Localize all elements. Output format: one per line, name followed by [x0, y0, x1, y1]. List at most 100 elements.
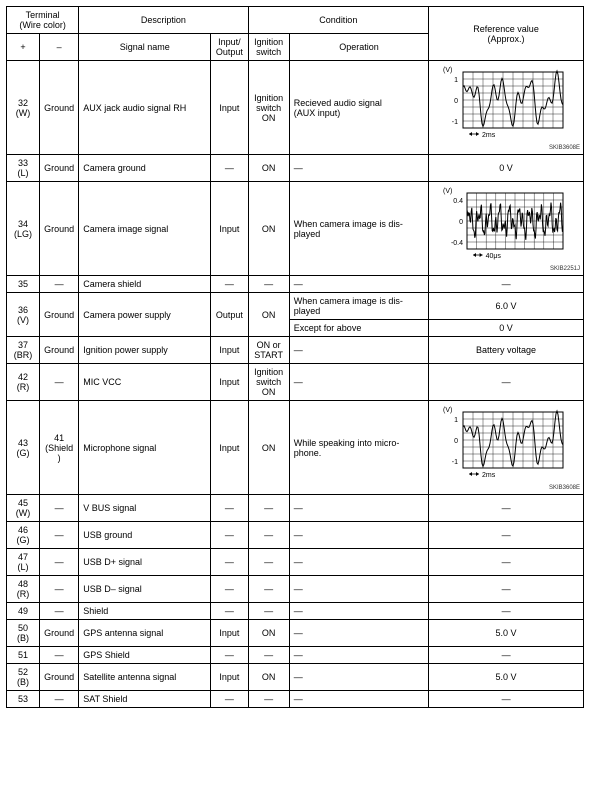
cell-io: — [211, 603, 248, 620]
cell-ignition: — [248, 647, 289, 664]
cell-signal-name: Camera ground [79, 155, 211, 182]
cell-reference: (V) 1 0 -1 2ms SKIB3608E [429, 61, 584, 155]
cell-io: — [211, 155, 248, 182]
svg-text:0: 0 [454, 98, 458, 105]
cell-terminal-minus: Ground [40, 155, 79, 182]
cell-operation: — [289, 691, 428, 708]
cell-terminal-plus: 51 [7, 647, 40, 664]
cell-io: Input [211, 401, 248, 495]
cell-terminal-plus: 33(L) [7, 155, 40, 182]
svg-text:(V): (V) [443, 67, 452, 74]
cell-terminal-minus: — [40, 364, 79, 401]
cell-operation: Recieved audio signal(AUX input) [289, 61, 428, 155]
cell-signal-name: GPS antenna signal [79, 620, 211, 647]
cell-terminal-minus: — [40, 576, 79, 603]
cell-signal-name: Microphone signal [79, 401, 211, 495]
cell-terminal-minus: — [40, 549, 79, 576]
svg-text:-0.4: -0.4 [451, 240, 463, 247]
cell-operation: — [289, 603, 428, 620]
cell-terminal-minus: Ground [40, 620, 79, 647]
cell-terminal-plus: 46(G) [7, 522, 40, 549]
cell-io: Input [211, 182, 248, 276]
cell-operation: Except for above [289, 320, 428, 337]
cell-operation: — [289, 495, 428, 522]
table-row: 52(B)GroundSatellite antenna signalInput… [7, 664, 584, 691]
cell-terminal-minus: Ground [40, 337, 79, 364]
table-row: 48(R)—USB D– signal———— [7, 576, 584, 603]
cell-terminal-plus: 43(G) [7, 401, 40, 495]
cell-terminal-plus: 52(B) [7, 664, 40, 691]
cell-signal-name: Shield [79, 603, 211, 620]
cell-operation: — [289, 155, 428, 182]
cell-io: — [211, 522, 248, 549]
cell-reference: (V) 0.4 0 -0.4 40μs SKIB2251J [429, 182, 584, 276]
cell-terminal-plus: 35 [7, 276, 40, 293]
header-reference: Reference value(Approx.) [429, 7, 584, 61]
table-row: 45(W)—V BUS signal———— [7, 495, 584, 522]
svg-text:2ms: 2ms [482, 132, 496, 139]
cell-io: Input [211, 61, 248, 155]
cell-io: — [211, 549, 248, 576]
table-row: 51—GPS Shield———— [7, 647, 584, 664]
table-row: 32(W)GroundAUX jack audio signal RHInput… [7, 61, 584, 155]
cell-ignition: IgnitionswitchON [248, 61, 289, 155]
cell-terminal-plus: 47(L) [7, 549, 40, 576]
cell-reference: 5.0 V [429, 620, 584, 647]
cell-operation: — [289, 664, 428, 691]
cell-ignition: IgnitionswitchON [248, 364, 289, 401]
cell-io: Input [211, 337, 248, 364]
cell-terminal-minus: — [40, 603, 79, 620]
table-body: 32(W)GroundAUX jack audio signal RHInput… [7, 61, 584, 708]
cell-operation: When camera image is dis-played [289, 293, 428, 320]
cell-signal-name: V BUS signal [79, 495, 211, 522]
cell-signal-name: Camera image signal [79, 182, 211, 276]
cell-terminal-plus: 49 [7, 603, 40, 620]
cell-ignition: ON [248, 155, 289, 182]
cell-operation: — [289, 549, 428, 576]
table-row: 53—SAT Shield———— [7, 691, 584, 708]
cell-terminal-minus: — [40, 691, 79, 708]
cell-io: — [211, 647, 248, 664]
table-row: 33(L)GroundCamera ground—ON—0 V [7, 155, 584, 182]
cell-signal-name: GPS Shield [79, 647, 211, 664]
cell-operation: — [289, 620, 428, 647]
cell-reference: 6.0 V [429, 293, 584, 320]
cell-terminal-minus: Ground [40, 61, 79, 155]
cell-operation: When camera image is dis-played [289, 182, 428, 276]
header-operation: Operation [289, 34, 428, 61]
header-plus: + [7, 34, 40, 61]
cell-signal-name: AUX jack audio signal RH [79, 61, 211, 155]
table-row: 49—Shield———— [7, 603, 584, 620]
cell-io: — [211, 495, 248, 522]
table-header: Terminal(Wire color) Description Conditi… [7, 7, 584, 61]
header-condition: Condition [248, 7, 429, 34]
table-row: 34(LG)GroundCamera image signalInputONWh… [7, 182, 584, 276]
cell-terminal-minus: — [40, 647, 79, 664]
cell-operation: — [289, 522, 428, 549]
cell-ignition: — [248, 522, 289, 549]
cell-io: — [211, 576, 248, 603]
cell-reference: — [429, 549, 584, 576]
cell-reference: 0 V [429, 320, 584, 337]
signal-table: Terminal(Wire color) Description Conditi… [6, 6, 584, 708]
cell-signal-name: Ignition power supply [79, 337, 211, 364]
cell-io: Input [211, 664, 248, 691]
table-row: 50(B)GroundGPS antenna signalInputON—5.0… [7, 620, 584, 647]
cell-signal-name: MIC VCC [79, 364, 211, 401]
cell-operation: — [289, 276, 428, 293]
cell-signal-name: Camera power supply [79, 293, 211, 337]
svg-text:40μs: 40μs [486, 253, 502, 260]
cell-ignition: ON [248, 620, 289, 647]
cell-operation: — [289, 337, 428, 364]
header-minus: – [40, 34, 79, 61]
cell-terminal-plus: 53 [7, 691, 40, 708]
header-io: Input/Output [211, 34, 248, 61]
cell-terminal-minus: — [40, 495, 79, 522]
header-signal-name: Signal name [79, 34, 211, 61]
cell-terminal-minus: Ground [40, 182, 79, 276]
header-terminal: Terminal(Wire color) [7, 7, 79, 34]
cell-terminal-minus: Ground [40, 664, 79, 691]
cell-terminal-plus: 37(BR) [7, 337, 40, 364]
cell-signal-name: USB ground [79, 522, 211, 549]
svg-text:1: 1 [454, 77, 458, 84]
